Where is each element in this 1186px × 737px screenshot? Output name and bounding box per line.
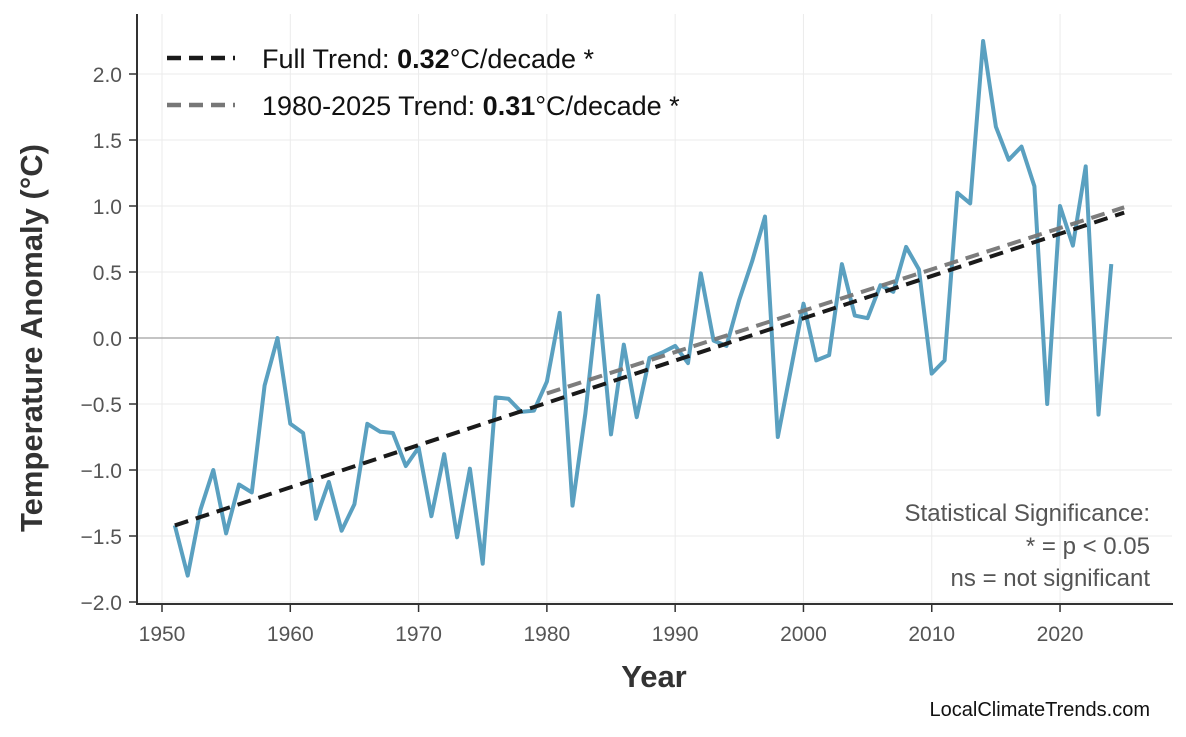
y-tick-label: −1.5 [81,526,122,549]
x-tick-label: 2020 [1037,623,1084,646]
y-tick-label: 2.0 [93,64,122,87]
legend-prefix: 1980-2025 Trend: [262,91,483,121]
x-tick-label: 1960 [267,623,314,646]
series [172,39,1114,578]
legend: Full Trend: 0.32°C/decade *1980-2025 Tre… [167,44,680,121]
note-line: ns = not significant [951,565,1151,592]
recent-trend-line [546,205,1125,396]
legend-suffix: °C/decade * [450,44,595,74]
y-tick-label: −2.0 [81,592,122,615]
legend-trend-value: 0.31 [483,91,536,121]
x-axis-title: Year [621,659,687,694]
legend-label: Full Trend: 0.32°C/decade * [262,44,595,74]
x-tick-label: 1970 [395,623,442,646]
axes [136,14,1173,605]
x-tick-label: 2000 [780,623,827,646]
x-tick-label: 1980 [524,623,571,646]
y-tick-label: 1.0 [93,196,122,219]
y-tick-label: 0.5 [93,262,122,285]
y-axis-title: Temperature Anomaly (°C) [14,144,49,532]
x-ticks: 1950 1960 1970 1980 1990 2000 2010 2020 [139,604,1084,646]
note-line: * = p < 0.05 [1026,533,1150,560]
legend-suffix: °C/decade * [535,91,680,121]
x-tick-label: 1990 [652,623,699,646]
x-tick-label: 2010 [908,623,955,646]
full-trend-line [174,210,1125,528]
legend-trend-value: 0.32 [397,44,450,74]
y-tick-label: −0.5 [81,394,122,417]
y-tick-label: −1.0 [81,460,122,483]
x-tick-label: 1950 [139,623,186,646]
significance-note: Statistical Significance: * = p < 0.05 n… [905,500,1151,592]
legend-label: 1980-2025 Trend: 0.31°C/decade * [262,91,680,121]
note-line: Statistical Significance: [905,500,1150,527]
y-ticks: −2.0 −1.5 −1.0 −0.5 0.0 0.5 1.0 1.5 2.0 [81,64,137,615]
source-credit: LocalClimateTrends.com [930,699,1150,721]
trend-lines [174,205,1125,528]
anomaly-line [172,39,1114,578]
legend-prefix: Full Trend: [262,44,397,74]
y-tick-label: 1.5 [93,130,122,153]
y-tick-label: 0.0 [93,328,122,351]
